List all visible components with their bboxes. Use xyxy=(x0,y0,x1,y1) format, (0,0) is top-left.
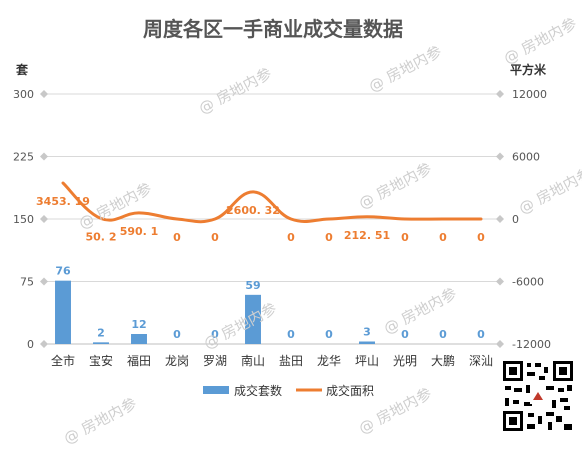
x-tick-label: 盐田 xyxy=(279,354,303,368)
bar-data-label: 0 xyxy=(439,328,447,341)
left-tick-label: 75 xyxy=(20,276,34,289)
x-tick-label: 龙华 xyxy=(317,354,341,368)
line-data-label: 590. 1 xyxy=(120,225,159,238)
bar xyxy=(93,342,109,344)
line-data-label: 0 xyxy=(173,231,181,244)
x-tick-label: 大鹏 xyxy=(431,354,455,368)
bar xyxy=(131,334,147,344)
right-tick-label: -12000 xyxy=(512,338,551,351)
bar-data-label: 0 xyxy=(173,328,181,341)
line-data-label: 212. 51 xyxy=(344,229,390,242)
grid-marker-right xyxy=(496,152,504,161)
right-tick-label: 12000 xyxy=(512,88,547,101)
line-data-label: 0 xyxy=(287,231,295,244)
bar xyxy=(359,341,375,344)
grid-marker-left xyxy=(40,215,48,223)
bar-data-label: 3 xyxy=(363,326,371,339)
line-data-label: 2600. 32 xyxy=(226,204,280,217)
left-tick-label: 0 xyxy=(27,338,34,351)
line-data-label: 0 xyxy=(401,231,409,244)
x-tick-label: 光明 xyxy=(393,354,417,368)
grid-marker-right xyxy=(496,277,504,286)
grid-marker-left xyxy=(40,277,48,286)
left-tick-label: 225 xyxy=(13,151,34,164)
line-data-label: 0 xyxy=(211,231,219,244)
x-tick-label: 深汕 xyxy=(469,354,493,368)
left-axis-label: 套 xyxy=(15,62,29,77)
legend-swatch-bar xyxy=(203,386,229,394)
line-data-label: 50. 2 xyxy=(86,230,117,243)
legend-label-bar: 成交套数 xyxy=(234,383,282,398)
bar-data-label: 0 xyxy=(477,328,485,341)
line-data-label: 0 xyxy=(439,231,447,244)
grid-marker-left xyxy=(40,340,48,348)
left-tick-label: 300 xyxy=(13,88,34,101)
grid-marker-left xyxy=(40,90,48,98)
bar xyxy=(55,280,71,344)
qr-code xyxy=(500,358,576,434)
right-tick-label: 0 xyxy=(512,213,519,226)
bar-data-label: 59 xyxy=(245,279,260,292)
bar-data-label: 0 xyxy=(401,328,409,341)
right-tick-label: -6000 xyxy=(512,276,544,289)
grid-marker-right xyxy=(496,340,504,348)
left-tick-label: 150 xyxy=(13,213,34,226)
right-axis-label: 平方米 xyxy=(510,62,547,77)
bar-data-label: 12 xyxy=(131,318,146,331)
bar xyxy=(245,294,261,344)
line-data-label: 0 xyxy=(477,231,485,244)
legend: 成交套数 成交面积 xyxy=(203,383,374,398)
x-tick-label: 龙岗 xyxy=(165,354,189,368)
right-tick-label: 6000 xyxy=(512,151,540,164)
grid-marker-right xyxy=(496,215,504,223)
bar-data-label: 0 xyxy=(287,328,295,341)
bar-data-label: 0 xyxy=(211,328,219,341)
bar-data-label: 76 xyxy=(55,265,71,278)
legend-label-line: 成交面积 xyxy=(326,383,374,398)
line-data-label: 0 xyxy=(325,231,333,244)
grid-marker-left xyxy=(40,152,48,161)
chart-title: 周度各区一手商业成交量数据 xyxy=(143,17,403,41)
x-tick-label: 宝安 xyxy=(89,353,113,368)
qr-code-image xyxy=(500,358,576,434)
line-series xyxy=(61,181,483,224)
x-tick-label: 罗湖 xyxy=(203,353,227,368)
grid-marker-right xyxy=(496,90,504,98)
bar-data-label: 2 xyxy=(97,326,105,339)
line-data-label: 3453. 19 xyxy=(36,195,90,208)
bar-data-label: 0 xyxy=(325,328,333,341)
x-tick-label: 坪山 xyxy=(355,354,379,368)
x-tick-label: 南山 xyxy=(241,353,265,368)
x-tick-label: 福田 xyxy=(127,353,151,368)
x-tick-label: 全市 xyxy=(51,353,75,368)
